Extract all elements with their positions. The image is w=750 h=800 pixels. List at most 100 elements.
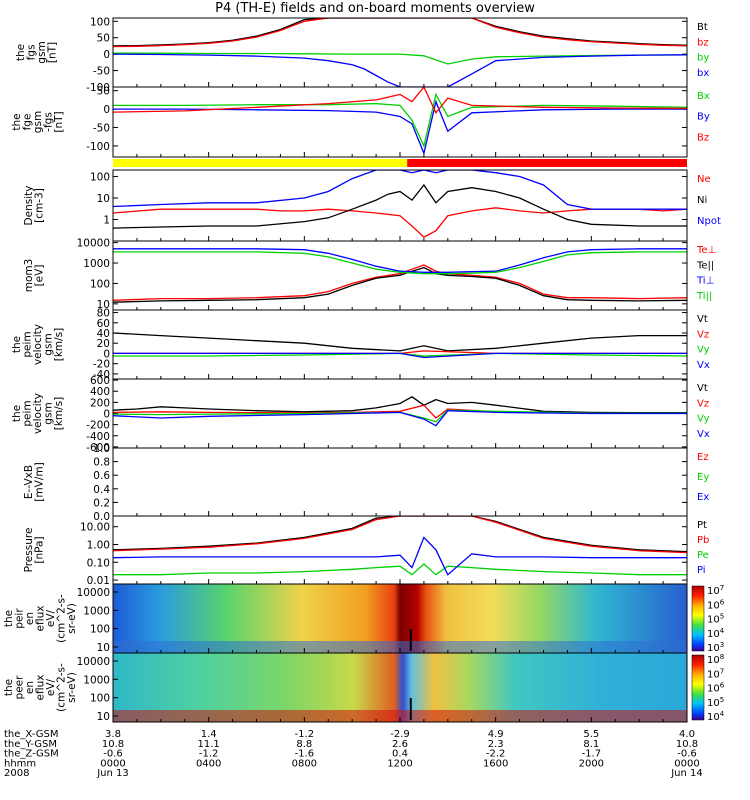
legend-label: Ni — [697, 195, 707, 206]
axis-column-value: -1.2 — [199, 749, 219, 760]
ytick-label: 200 — [90, 397, 110, 409]
series-line-Te|| — [113, 266, 687, 303]
axis-column-value: 0800 — [292, 758, 317, 769]
axis-column-value: 1200 — [387, 758, 412, 769]
series-line-Vx — [113, 410, 687, 427]
legend-label: Bx — [697, 91, 710, 102]
axis-column-value: 0000 — [674, 758, 699, 769]
legend-label: Vz — [697, 329, 709, 340]
axis-column-value: -0.6 — [677, 749, 697, 760]
legend-label: Te⊥ — [696, 245, 716, 256]
ytick-label: 0 — [103, 49, 110, 61]
ytick-label: 100 — [90, 278, 110, 290]
axis-column-value: 11.1 — [198, 739, 220, 750]
ylabel-text: peim — [22, 331, 34, 357]
legend-label: bz — [697, 37, 709, 48]
series-line-bz — [113, 18, 687, 48]
legend-label: Pi — [697, 565, 706, 576]
ylabel-text: peer — [14, 675, 26, 700]
axis-column-value: 1.4 — [201, 729, 217, 740]
colorbar-label: 107 — [707, 584, 724, 597]
colorbar-label: 106 — [707, 598, 725, 611]
legend-label: Vz — [697, 398, 709, 409]
ylabel-text: (cm^2-s- — [56, 663, 68, 712]
legend-label: Ne — [697, 174, 711, 185]
series-line-by — [113, 52, 687, 65]
ylabel-text: the — [3, 610, 15, 627]
axis-column-value: 10.8 — [102, 739, 124, 750]
ylabel-text: [nT] — [53, 111, 65, 132]
axis-column-value: -0.6 — [103, 749, 123, 760]
colorbar — [691, 585, 705, 652]
legend-label: Vx — [697, 360, 710, 371]
ytick-label: 1 — [103, 214, 110, 226]
ytick-label: -600 — [86, 442, 110, 454]
colorbar-label: 104 — [707, 627, 725, 640]
colorbar-label: 104 — [707, 710, 725, 723]
series-line-Te⊥ — [113, 264, 687, 301]
mode-bar-segment — [407, 159, 687, 167]
ylabel-text: sr-eV) — [66, 603, 78, 634]
colorbar-label: 105 — [707, 613, 724, 626]
axis-column-value: -2.9 — [390, 729, 410, 740]
ytick-label: -50 — [93, 66, 110, 78]
ytick-label: 1.0 — [93, 443, 110, 455]
chart-title: P4 (TH-E) fields and on-board moments ov… — [215, 1, 535, 16]
series-line-Ti⊥ — [113, 248, 687, 273]
ylabel-text: Density — [23, 186, 35, 226]
ytick-label: 0.6 — [93, 470, 110, 482]
series-line-Npot — [113, 170, 687, 210]
ylabel-text: -fgs — [43, 112, 55, 132]
ylabel-text: sr-eV) — [66, 672, 78, 703]
axis-column-value: 2.3 — [488, 739, 504, 750]
ytick-label: 0.10 — [87, 557, 110, 569]
ytick-label: 50 — [97, 33, 110, 45]
axis-column-value: 8.8 — [296, 739, 312, 750]
ylabel-text: E--VxB — [23, 465, 35, 499]
ytick-label: 10 — [97, 711, 110, 723]
panel-frame-3 — [112, 169, 688, 242]
axis-column-value: 3.8 — [105, 729, 121, 740]
panel-frame-5 — [112, 309, 688, 380]
legend-label: Bt — [697, 22, 708, 33]
legend-label: bx — [697, 68, 709, 79]
ylabel-text: gsm — [32, 111, 44, 133]
series-line-Pb — [113, 516, 687, 554]
ylabel-text: fgs — [26, 45, 38, 61]
axis-column-value: Jun 13 — [96, 768, 129, 779]
ytick-label: -100 — [86, 82, 110, 94]
legend-label: Te|| — [696, 260, 714, 271]
ytick-label: 10000 — [77, 238, 110, 250]
ylabel-text: mom3 — [23, 259, 35, 293]
axis-column-value: 4.0 — [679, 729, 695, 740]
panel-frame-2 — [112, 86, 688, 158]
ytick-label: 1000 — [83, 674, 110, 686]
legend-label: By — [697, 112, 710, 123]
series-line-By — [113, 99, 687, 156]
ylabel-text: Pressure — [23, 528, 35, 573]
series-line-Bz — [113, 87, 687, 115]
ytick-label: 10.00 — [80, 522, 110, 534]
series-line-Vy — [113, 352, 687, 357]
colorbar-label: 107 — [707, 667, 724, 680]
legend-label: Ti⊥ — [696, 276, 714, 287]
legend-label: Vt — [697, 383, 708, 394]
legend-label: Pe — [697, 550, 709, 561]
ylabel-text: eflux — [35, 606, 47, 632]
axis-column-value: 0.4 — [392, 749, 408, 760]
axis-column-value: -2.2 — [486, 749, 506, 760]
legend-label: Ex — [697, 492, 709, 503]
ytick-label: 100 — [90, 693, 110, 705]
ylabel-text: gsm — [43, 402, 55, 424]
ylabel-text: [eV] — [34, 265, 46, 287]
legend-label: Ey — [697, 472, 709, 483]
axis-row-label: 2008 — [4, 768, 29, 779]
colorbar-label: 105 — [707, 696, 724, 709]
series-line-Vt — [113, 332, 687, 352]
ytick-label: 400 — [90, 386, 110, 398]
series-line-Vx — [113, 352, 687, 359]
ytick-label: -100 — [86, 141, 110, 153]
ytick-label: 10000 — [77, 587, 110, 599]
axis-column-value: Jun 14 — [670, 768, 703, 779]
